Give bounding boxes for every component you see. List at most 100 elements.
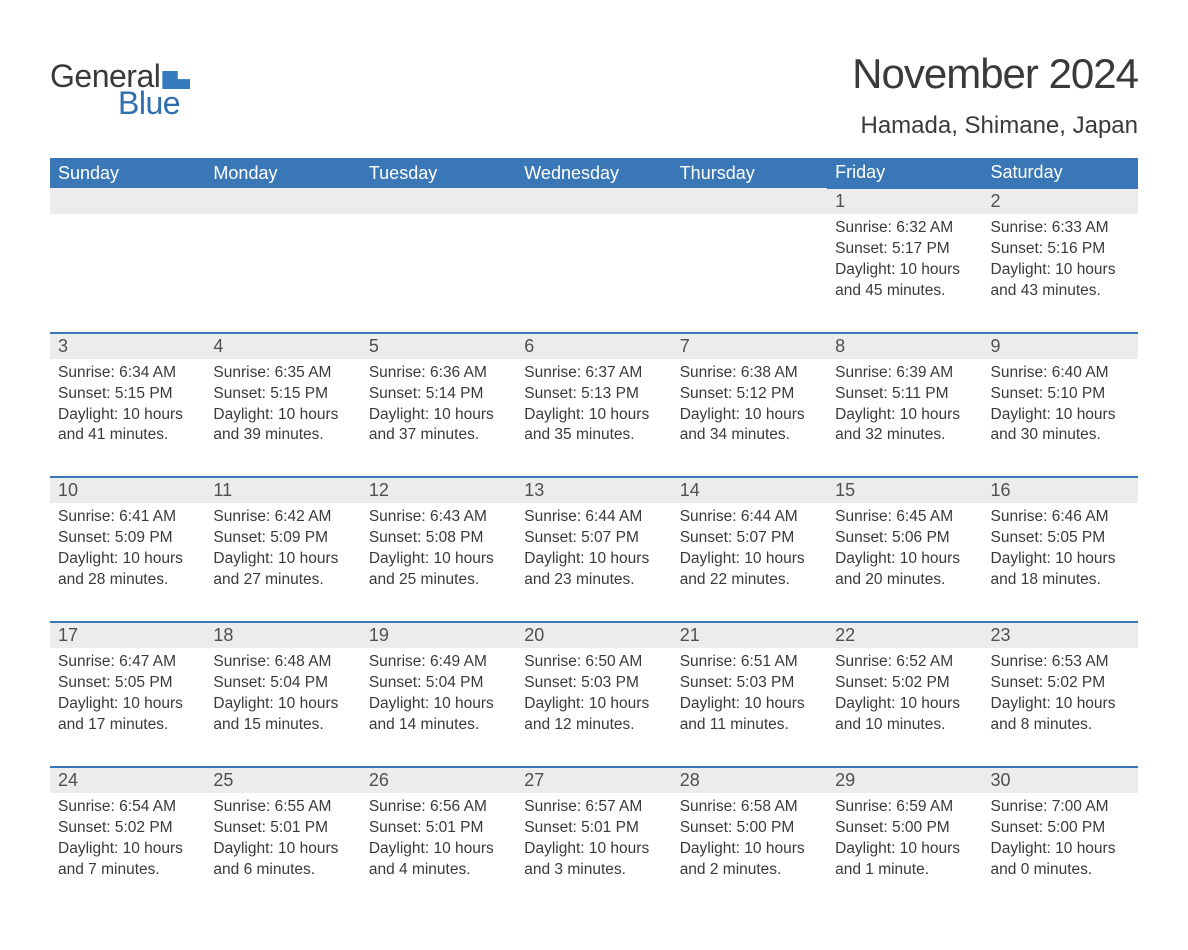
- title-block: November 2024 Hamada, Shimane, Japan: [852, 50, 1138, 140]
- sunrise-line: Sunrise: 6:55 AM: [213, 797, 352, 818]
- day-number-cell: 24: [50, 767, 205, 793]
- day-content-row: Sunrise: 6:41 AMSunset: 5:09 PMDaylight:…: [50, 503, 1138, 622]
- sunset-line: Sunset: 5:01 PM: [524, 818, 663, 839]
- sunset-line: Sunset: 5:14 PM: [369, 384, 508, 405]
- sunset-line: Sunset: 5:16 PM: [991, 239, 1130, 260]
- weekday-header: Wednesday: [516, 158, 671, 188]
- day-number-cell: 19: [361, 622, 516, 648]
- sunset-line: Sunset: 5:00 PM: [991, 818, 1130, 839]
- weekday-header: Sunday: [50, 158, 205, 188]
- sunset-line: Sunset: 5:00 PM: [835, 818, 974, 839]
- day-content-cell: Sunrise: 7:00 AMSunset: 5:00 PMDaylight:…: [983, 793, 1138, 911]
- weekday-header: Tuesday: [361, 158, 516, 188]
- day-content-cell: [516, 214, 671, 333]
- day-number-cell: 16: [983, 477, 1138, 503]
- daylight-line: Daylight: 10 hours and 32 minutes.: [835, 405, 974, 447]
- day-number-cell: 4: [205, 333, 360, 359]
- sunset-line: Sunset: 5:01 PM: [369, 818, 508, 839]
- day-number-cell: 29: [827, 767, 982, 793]
- day-content-cell: Sunrise: 6:55 AMSunset: 5:01 PMDaylight:…: [205, 793, 360, 911]
- sunrise-line: Sunrise: 6:47 AM: [58, 652, 197, 673]
- sunset-line: Sunset: 5:10 PM: [991, 384, 1130, 405]
- sunrise-line: Sunrise: 6:32 AM: [835, 218, 974, 239]
- day-number-cell: 12: [361, 477, 516, 503]
- day-content-cell: Sunrise: 6:46 AMSunset: 5:05 PMDaylight:…: [983, 503, 1138, 622]
- day-content-cell: Sunrise: 6:48 AMSunset: 5:04 PMDaylight:…: [205, 648, 360, 767]
- day-number-cell: [516, 188, 671, 214]
- sunset-line: Sunset: 5:09 PM: [58, 528, 197, 549]
- sunset-line: Sunset: 5:15 PM: [58, 384, 197, 405]
- day-content-cell: [50, 214, 205, 333]
- day-number-cell: [205, 188, 360, 214]
- daylight-line: Daylight: 10 hours and 18 minutes.: [991, 549, 1130, 591]
- day-number-cell: 15: [827, 477, 982, 503]
- daylight-line: Daylight: 10 hours and 3 minutes.: [524, 839, 663, 881]
- day-number-cell: 1: [827, 188, 982, 214]
- sunrise-line: Sunrise: 6:58 AM: [680, 797, 819, 818]
- day-content-cell: Sunrise: 6:38 AMSunset: 5:12 PMDaylight:…: [672, 359, 827, 478]
- day-number-cell: 28: [672, 767, 827, 793]
- day-content-cell: Sunrise: 6:44 AMSunset: 5:07 PMDaylight:…: [516, 503, 671, 622]
- brand-part2: Blue: [118, 85, 180, 122]
- daylight-line: Daylight: 10 hours and 20 minutes.: [835, 549, 974, 591]
- sunrise-line: Sunrise: 6:39 AM: [835, 363, 974, 384]
- sunrise-line: Sunrise: 6:54 AM: [58, 797, 197, 818]
- day-content-cell: Sunrise: 6:54 AMSunset: 5:02 PMDaylight:…: [50, 793, 205, 911]
- sunset-line: Sunset: 5:03 PM: [680, 673, 819, 694]
- sunrise-line: Sunrise: 6:38 AM: [680, 363, 819, 384]
- day-content-cell: Sunrise: 6:50 AMSunset: 5:03 PMDaylight:…: [516, 648, 671, 767]
- location-label: Hamada, Shimane, Japan: [852, 112, 1138, 140]
- daylight-line: Daylight: 10 hours and 0 minutes.: [991, 839, 1130, 881]
- day-number-cell: 7: [672, 333, 827, 359]
- sunrise-line: Sunrise: 6:44 AM: [680, 507, 819, 528]
- day-number-row: 10111213141516: [50, 477, 1138, 503]
- day-number-cell: 30: [983, 767, 1138, 793]
- daylight-line: Daylight: 10 hours and 34 minutes.: [680, 405, 819, 447]
- sunrise-line: Sunrise: 6:36 AM: [369, 363, 508, 384]
- month-title: November 2024: [852, 50, 1138, 98]
- sunrise-line: Sunrise: 6:53 AM: [991, 652, 1130, 673]
- sunrise-line: Sunrise: 6:44 AM: [524, 507, 663, 528]
- daylight-line: Daylight: 10 hours and 35 minutes.: [524, 405, 663, 447]
- sunrise-line: Sunrise: 6:45 AM: [835, 507, 974, 528]
- calendar-table: Sunday Monday Tuesday Wednesday Thursday…: [50, 158, 1138, 910]
- weekday-header: Saturday: [983, 158, 1138, 188]
- day-number-cell: 8: [827, 333, 982, 359]
- sunset-line: Sunset: 5:12 PM: [680, 384, 819, 405]
- sunrise-line: Sunrise: 6:34 AM: [58, 363, 197, 384]
- day-number-cell: 6: [516, 333, 671, 359]
- sunrise-line: Sunrise: 6:35 AM: [213, 363, 352, 384]
- sunrise-line: Sunrise: 6:33 AM: [991, 218, 1130, 239]
- sunset-line: Sunset: 5:08 PM: [369, 528, 508, 549]
- day-number-row: 3456789: [50, 333, 1138, 359]
- sunset-line: Sunset: 5:05 PM: [58, 673, 197, 694]
- daylight-line: Daylight: 10 hours and 12 minutes.: [524, 694, 663, 736]
- day-number-cell: 21: [672, 622, 827, 648]
- day-number-cell: 11: [205, 477, 360, 503]
- day-number-cell: 17: [50, 622, 205, 648]
- daylight-line: Daylight: 10 hours and 15 minutes.: [213, 694, 352, 736]
- sunset-line: Sunset: 5:03 PM: [524, 673, 663, 694]
- sunset-line: Sunset: 5:07 PM: [524, 528, 663, 549]
- day-content-row: Sunrise: 6:54 AMSunset: 5:02 PMDaylight:…: [50, 793, 1138, 911]
- daylight-line: Daylight: 10 hours and 22 minutes.: [680, 549, 819, 591]
- day-number-cell: [672, 188, 827, 214]
- sunrise-line: Sunrise: 6:57 AM: [524, 797, 663, 818]
- day-number-cell: [50, 188, 205, 214]
- weekday-header: Monday: [205, 158, 360, 188]
- day-content-cell: Sunrise: 6:43 AMSunset: 5:08 PMDaylight:…: [361, 503, 516, 622]
- day-content-cell: [361, 214, 516, 333]
- day-number-cell: 14: [672, 477, 827, 503]
- day-content-cell: Sunrise: 6:51 AMSunset: 5:03 PMDaylight:…: [672, 648, 827, 767]
- sunrise-line: Sunrise: 6:49 AM: [369, 652, 508, 673]
- sunrise-line: Sunrise: 6:37 AM: [524, 363, 663, 384]
- day-number-cell: 2: [983, 188, 1138, 214]
- daylight-line: Daylight: 10 hours and 11 minutes.: [680, 694, 819, 736]
- sunset-line: Sunset: 5:13 PM: [524, 384, 663, 405]
- sunrise-line: Sunrise: 7:00 AM: [991, 797, 1130, 818]
- sunset-line: Sunset: 5:01 PM: [213, 818, 352, 839]
- weekday-header: Thursday: [672, 158, 827, 188]
- sunrise-line: Sunrise: 6:51 AM: [680, 652, 819, 673]
- day-content-cell: [672, 214, 827, 333]
- daylight-line: Daylight: 10 hours and 25 minutes.: [369, 549, 508, 591]
